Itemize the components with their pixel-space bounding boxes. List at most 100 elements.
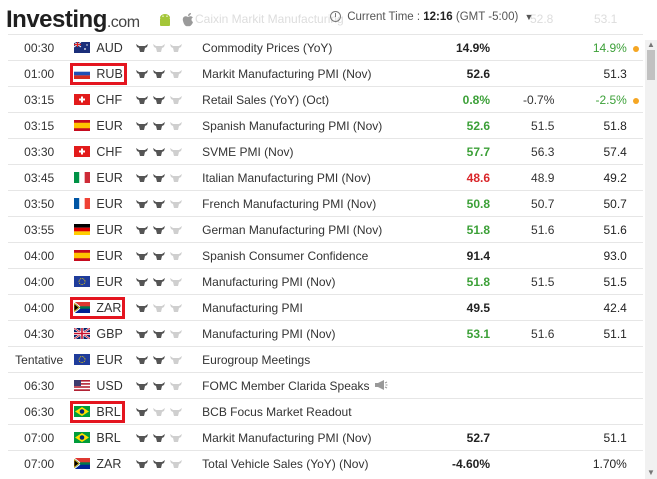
actual-value xyxy=(423,398,493,425)
event-name[interactable]: Total Vehicle Sales (YoY) (Nov) xyxy=(195,450,424,477)
scroll-up-icon[interactable]: ▲ xyxy=(647,40,655,49)
event-name[interactable]: Manufacturing PMI (Nov) xyxy=(195,268,424,295)
flag-za-icon xyxy=(74,457,91,469)
table-row[interactable]: 04:00 EUR Manufacturing PMI (Nov) 51.8 51.5 5… xyxy=(8,268,643,295)
forecast-value: 50.7 xyxy=(492,190,557,217)
event-label[interactable]: Commodity Prices (YoY) xyxy=(202,40,333,55)
alert-cell xyxy=(628,112,643,139)
table-row[interactable]: 03:50 EUR French Manufacturing PMI (Nov) 50… xyxy=(8,190,643,217)
table-row[interactable]: 03:45 EUR Italian Manufacturing PMI (Nov) 4… xyxy=(8,164,643,191)
table-row[interactable]: 07:00 BRL Markit Manufacturing PMI (Nov) 52… xyxy=(8,424,643,451)
bull-icon xyxy=(152,329,165,338)
forecast-value: 51.5 xyxy=(492,112,557,139)
table-row[interactable]: 04:00 EUR Spanish Consumer Confidence 91.4 9… xyxy=(8,242,643,269)
apple-icon[interactable] xyxy=(180,12,196,28)
previous-value: 93.0 xyxy=(556,242,629,269)
event-name[interactable]: Manufacturing PMI xyxy=(195,294,424,321)
event-label[interactable]: FOMC Member Clarida Speaks xyxy=(202,378,370,393)
event-name[interactable]: French Manufacturing PMI (Nov) xyxy=(195,190,424,217)
bull-icon xyxy=(152,251,165,260)
currency-cell: AUD xyxy=(70,34,135,61)
bull-icon xyxy=(135,43,148,52)
ghost-value-1: 52.8 xyxy=(530,12,554,26)
event-time: 06:30 xyxy=(8,398,71,425)
event-label[interactable]: Spanish Consumer Confidence xyxy=(202,248,369,263)
event-name[interactable]: Italian Manufacturing PMI (Nov) xyxy=(195,164,424,191)
bull-icon xyxy=(152,433,165,442)
currency-code: BRL xyxy=(96,430,121,445)
forecast-value xyxy=(492,424,557,451)
event-label[interactable]: Eurogroup Meetings xyxy=(202,352,311,367)
event-name[interactable]: Commodity Prices (YoY) xyxy=(195,34,424,61)
bull-icon xyxy=(152,199,165,208)
event-label[interactable]: Retail Sales (YoY) (Oct) xyxy=(202,92,330,107)
android-icon[interactable] xyxy=(157,12,173,28)
event-name[interactable]: Spanish Consumer Confidence xyxy=(195,242,424,269)
scroll-down-icon[interactable]: ▼ xyxy=(647,468,655,477)
event-name[interactable]: German Manufacturing PMI (Nov) xyxy=(195,216,424,243)
table-row[interactable]: 01:00 RUB Markit Manufacturing PMI (Nov) 52… xyxy=(8,60,643,87)
table-row[interactable]: 03:55 EUR German Manufacturing PMI (Nov) 51… xyxy=(8,216,643,243)
flag-fr-icon xyxy=(74,197,91,209)
event-label[interactable]: SVME PMI (Nov) xyxy=(202,144,294,159)
event-label[interactable]: German Manufacturing PMI (Nov) xyxy=(202,222,383,237)
event-label[interactable]: Markit Manufacturing PMI (Nov) xyxy=(202,430,372,445)
event-label[interactable]: Manufacturing PMI (Nov) xyxy=(202,274,336,289)
event-name[interactable]: FOMC Member Clarida Speaks xyxy=(195,372,424,399)
bull-icon xyxy=(169,225,182,234)
event-label[interactable]: BCB Focus Market Readout xyxy=(202,404,352,419)
table-row[interactable]: 04:00 ZAR Manufacturing PMI 49.5 42.4 xyxy=(8,294,643,321)
currency-cell: BRL xyxy=(70,398,135,425)
previous-value xyxy=(556,372,629,399)
alert-cell xyxy=(628,372,643,399)
event-name[interactable]: Spanish Manufacturing PMI (Nov) xyxy=(195,112,424,139)
event-label[interactable]: Manufacturing PMI (Nov) xyxy=(202,326,336,341)
bull-icon xyxy=(135,303,148,312)
bull-icon xyxy=(169,199,182,208)
revised-dot-icon xyxy=(632,97,639,104)
bull-icon xyxy=(135,459,148,468)
table-row[interactable]: 00:30 AUD Commodity Prices (YoY) 14.9% 14.9% xyxy=(8,34,643,61)
table-row[interactable]: 06:30 BRL BCB Focus Market Readout xyxy=(8,398,643,425)
scrollbar[interactable]: ▲ ▼ xyxy=(645,40,657,479)
currency-cell: RUB xyxy=(70,60,135,87)
table-row[interactable]: 03:30 CHF SVME PMI (Nov) 57.7 56.3 57.4 xyxy=(8,138,643,165)
event-name[interactable]: Markit Manufacturing PMI (Nov) xyxy=(195,60,424,87)
bull-icon xyxy=(152,69,165,78)
highlighted-currency: BRL xyxy=(70,400,125,423)
event-label[interactable]: Markit Manufacturing PMI (Nov) xyxy=(202,66,372,81)
flag-de-icon xyxy=(74,223,91,235)
event-label[interactable]: French Manufacturing PMI (Nov) xyxy=(202,196,377,211)
event-name[interactable]: BCB Focus Market Readout xyxy=(195,398,424,425)
table-row[interactable]: 03:15 EUR Spanish Manufacturing PMI (Nov) 5… xyxy=(8,112,643,139)
current-time-selector[interactable]: Current Time : 12:16 (GMT -5:00) ▼ xyxy=(330,11,533,23)
economic-calendar-table: 00:30 AUD Commodity Prices (YoY) 14.9% 14.9%… xyxy=(8,34,643,477)
event-label[interactable]: Total Vehicle Sales (YoY) (Nov) xyxy=(202,456,369,471)
event-name[interactable]: Manufacturing PMI (Nov) xyxy=(195,320,424,347)
event-name[interactable]: Markit Manufacturing PMI (Nov) xyxy=(195,424,424,451)
table-row[interactable]: 06:30 USD FOMC Member Clarida Speaks xyxy=(8,372,643,399)
bull-icon xyxy=(135,173,148,182)
scrollbar-thumb[interactable] xyxy=(647,50,655,80)
actual-value: 14.9% xyxy=(423,34,493,61)
currency-code: BRL xyxy=(96,404,121,419)
site-logo[interactable]: Investing.com xyxy=(6,6,140,34)
bull-icon xyxy=(152,225,165,234)
volatility-cell xyxy=(134,190,196,217)
table-row[interactable]: 03:15 CHF Retail Sales (YoY) (Oct) 0.8% -0.7… xyxy=(8,86,643,113)
table-row[interactable]: Tentative EUR Eurogroup Meetings xyxy=(8,346,643,373)
event-name[interactable]: Retail Sales (YoY) (Oct) xyxy=(195,86,424,113)
bull-icon xyxy=(169,433,182,442)
table-row[interactable]: 07:00 ZAR Total Vehicle Sales (YoY) (Nov) -… xyxy=(8,450,643,477)
event-name[interactable]: Eurogroup Meetings xyxy=(195,346,424,373)
forecast-value: 51.6 xyxy=(492,216,557,243)
bull-icon xyxy=(152,381,165,390)
event-label[interactable]: Spanish Manufacturing PMI (Nov) xyxy=(202,118,383,133)
event-label[interactable]: Manufacturing PMI xyxy=(202,300,303,315)
table-row[interactable]: 04:30 GBP Manufacturing PMI (Nov) 53.1 51.6 5… xyxy=(8,320,643,347)
event-label[interactable]: Italian Manufacturing PMI (Nov) xyxy=(202,170,371,185)
logo-suffix: .com xyxy=(106,14,140,31)
event-time: 03:15 xyxy=(8,112,71,139)
currency-cell: BRL xyxy=(70,424,135,451)
event-name[interactable]: SVME PMI (Nov) xyxy=(195,138,424,165)
